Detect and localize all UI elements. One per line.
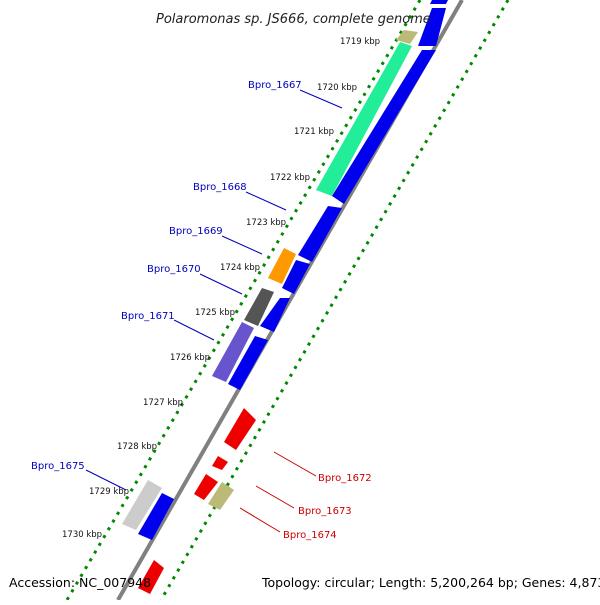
- tick-label: 1719 kbp: [340, 37, 380, 47]
- tick-label: 1726 kbp: [170, 353, 210, 363]
- tick-label: 1730 kbp: [62, 530, 102, 540]
- gene-label-bpro-1671[interactable]: Bpro_1671: [121, 311, 175, 322]
- position-tick-labels: 1719 kbp 1720 kbp 1721 kbp 1722 kbp 1723 kbp…: [62, 37, 380, 540]
- leader-bpro-1673: [255, 485, 295, 509]
- leader-bpro-1672: [273, 451, 317, 477]
- tick-label: 1725 kbp: [195, 308, 235, 318]
- gene-label-bpro-1674[interactable]: Bpro_1674: [283, 530, 337, 541]
- forward-cds-top-1[interactable]: [430, 0, 448, 4]
- tick-label: 1720 kbp: [317, 83, 357, 93]
- gene-label-bpro-1672[interactable]: Bpro_1672: [318, 473, 372, 484]
- label-leader-lines: [85, 89, 343, 533]
- leader-bpro-1675: [85, 469, 127, 491]
- leader-bpro-1671: [173, 319, 215, 341]
- gene-bpro-1674[interactable]: [208, 482, 234, 510]
- gene-bpro-1672[interactable]: [224, 408, 256, 450]
- gene-bpro-1673[interactable]: [212, 456, 228, 470]
- gene-label-bpro-1669[interactable]: Bpro_1669: [169, 226, 223, 237]
- gene-top-tan[interactable]: [396, 30, 418, 44]
- gene-label-bpro-1673[interactable]: Bpro_1673: [298, 506, 352, 517]
- forward-cds-1671-partner[interactable]: [228, 336, 268, 390]
- gene-label-bpro-1668[interactable]: Bpro_1668: [193, 182, 247, 193]
- forward-cds-1675-partner[interactable]: [138, 493, 174, 540]
- reverse-cds-small[interactable]: [194, 474, 218, 500]
- forward-cds-1667-partner[interactable]: [332, 50, 436, 204]
- reverse-cds-bottom[interactable]: [138, 560, 164, 594]
- gene-bpro-1669[interactable]: [268, 248, 296, 284]
- map-title: Polaromonas sp. JS666, complete genome: [156, 12, 431, 27]
- gene-label-bpro-1667[interactable]: Bpro_1667: [248, 80, 302, 91]
- leader-bpro-1669: [221, 235, 263, 255]
- forward-cds-1670-partner[interactable]: [260, 298, 290, 332]
- reverse-cds-features: [138, 408, 256, 594]
- gene-bpro-1667[interactable]: [316, 42, 412, 196]
- genome-summary-text: Topology: circular; Length: 5,200,264 bp…: [261, 575, 600, 590]
- tick-label: 1723 kbp: [246, 218, 286, 228]
- forward-cds-1668-partner[interactable]: [298, 206, 342, 262]
- leader-bpro-1674: [239, 507, 281, 533]
- forward-cds-features: [138, 0, 448, 540]
- tick-label: 1721 kbp: [294, 127, 334, 137]
- tick-label: 1729 kbp: [89, 487, 129, 497]
- forward-cds-top-2[interactable]: [418, 8, 446, 46]
- tick-label: 1727 kbp: [143, 398, 183, 408]
- tick-label: 1728 kbp: [117, 442, 157, 452]
- tick-label: 1724 kbp: [220, 263, 260, 273]
- gene-bpro-1675[interactable]: [122, 480, 162, 530]
- labeled-gene-features: [122, 30, 418, 530]
- gene-bpro-1670[interactable]: [244, 288, 274, 326]
- accession-text: Accession: NC_007948: [9, 575, 151, 590]
- forward-cds-1669-partner[interactable]: [282, 260, 310, 294]
- gene-labels: Bpro_1667 Bpro_1668 Bpro_1669 Bpro_1670 Bpro…: [31, 80, 372, 541]
- leader-bpro-1668: [245, 191, 287, 211]
- leader-bpro-1667: [299, 89, 343, 109]
- leader-bpro-1670: [199, 273, 243, 295]
- gene-label-bpro-1675[interactable]: Bpro_1675: [31, 461, 85, 472]
- tick-label: 1722 kbp: [270, 173, 310, 183]
- gene-label-bpro-1670[interactable]: Bpro_1670: [147, 264, 201, 275]
- gene-bpro-1671[interactable]: [212, 322, 254, 382]
